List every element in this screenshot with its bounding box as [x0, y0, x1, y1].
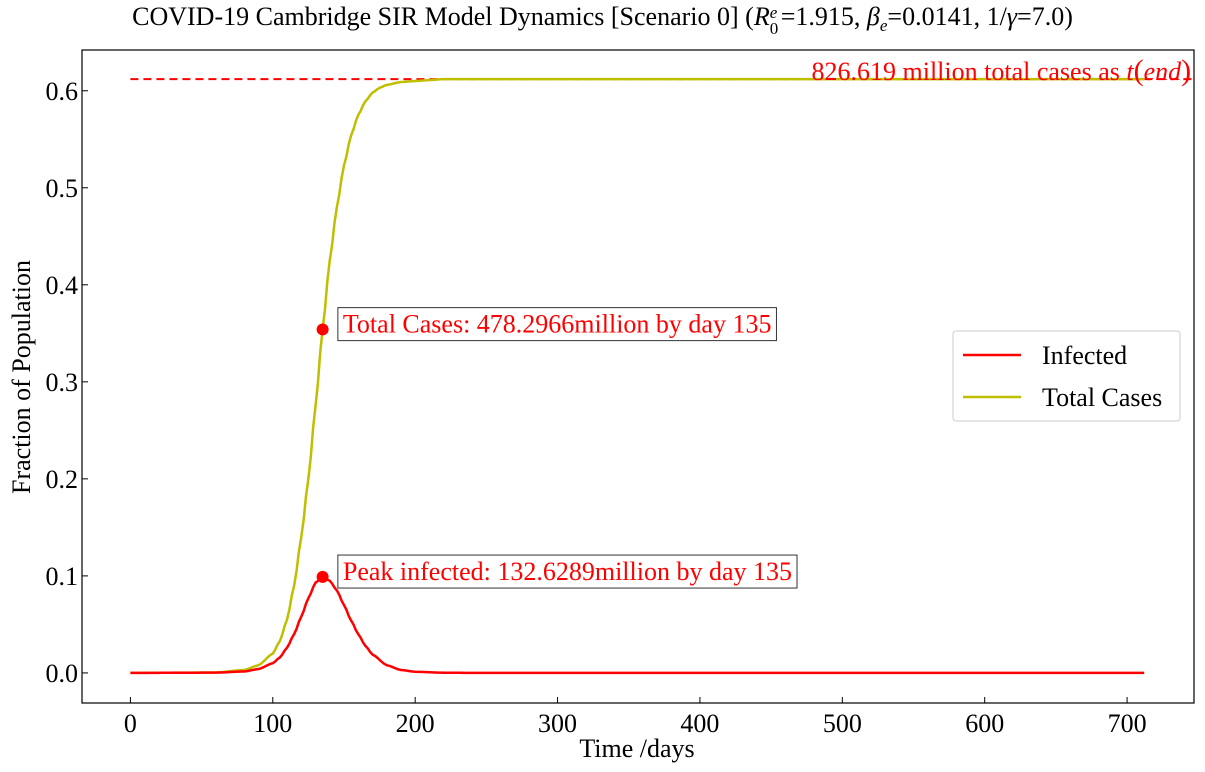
annotation-text: Peak infected: 132.6289million by day 13…: [343, 557, 792, 586]
plot-layer: Total Cases: 478.2966million by day 135 P…: [130, 54, 1194, 675]
title-beta-value: =0.0141, 1/: [887, 2, 1007, 31]
y-tick-label: 0.3: [46, 368, 79, 397]
total-cases-end-annotation: 826.619 million total cases as t(end): [812, 54, 1192, 87]
x-tick-label: 300: [538, 709, 577, 738]
x-axis: 0 100 200 300 400 500 600 700: [124, 697, 1147, 738]
x-tick-label: 700: [1108, 709, 1147, 738]
title-r-sub: 0: [769, 19, 779, 38]
legend-label-infected: Infected: [1042, 341, 1127, 370]
x-axis-label: Time /days: [579, 734, 694, 763]
title-r-symbol: R: [753, 2, 770, 31]
y-tick-label: 0.6: [46, 77, 79, 106]
highlight-marker: [316, 570, 329, 583]
title-r-sup: e: [769, 3, 778, 22]
y-tick-label: 0.1: [46, 562, 79, 591]
plot-frame: [81, 49, 1195, 704]
y-tick-label: 0.0: [46, 659, 79, 688]
title-gamma-value: =7.0): [1017, 2, 1073, 31]
y-axis-label: Fraction of Population: [7, 260, 36, 494]
x-tick-label: 200: [396, 709, 435, 738]
series-line-total-cases: [130, 77, 1145, 675]
chart-title: COVID-19 Cambridge SIR Model Dynamics [S…: [0, 2, 1205, 38]
series-line-infected: [130, 575, 1145, 675]
y-tick-label: 0.2: [46, 465, 79, 494]
x-tick-label: 400: [680, 709, 719, 738]
x-tick-label: 500: [823, 709, 862, 738]
annotation-box: [337, 554, 798, 589]
title-r-value: =1.915,: [780, 2, 867, 31]
highlight-marker: [316, 323, 329, 336]
legend-label-total-cases: Total Cases: [1042, 383, 1162, 412]
annotation-box: [337, 307, 777, 342]
title-beta-symbol: β: [866, 2, 880, 31]
legend: Infected Total Cases: [952, 330, 1181, 422]
x-tick-label: 600: [965, 709, 1004, 738]
y-tick-label: 0.5: [46, 174, 79, 203]
title-beta-sub: e: [879, 16, 888, 36]
legend-box: [952, 330, 1181, 422]
y-axis: 0.0 0.1 0.2 0.3 0.4 0.5 0.6: [46, 77, 88, 688]
y-tick-label: 0.4: [46, 271, 79, 300]
title-prefix: COVID-19 Cambridge SIR Model Dynamics [S…: [132, 2, 754, 31]
title-gamma-symbol: γ: [1006, 2, 1018, 31]
annotation-text: Total Cases: 478.2966million by day 135: [343, 310, 772, 339]
x-tick-label: 100: [253, 709, 292, 738]
x-tick-label: 0: [124, 709, 137, 738]
